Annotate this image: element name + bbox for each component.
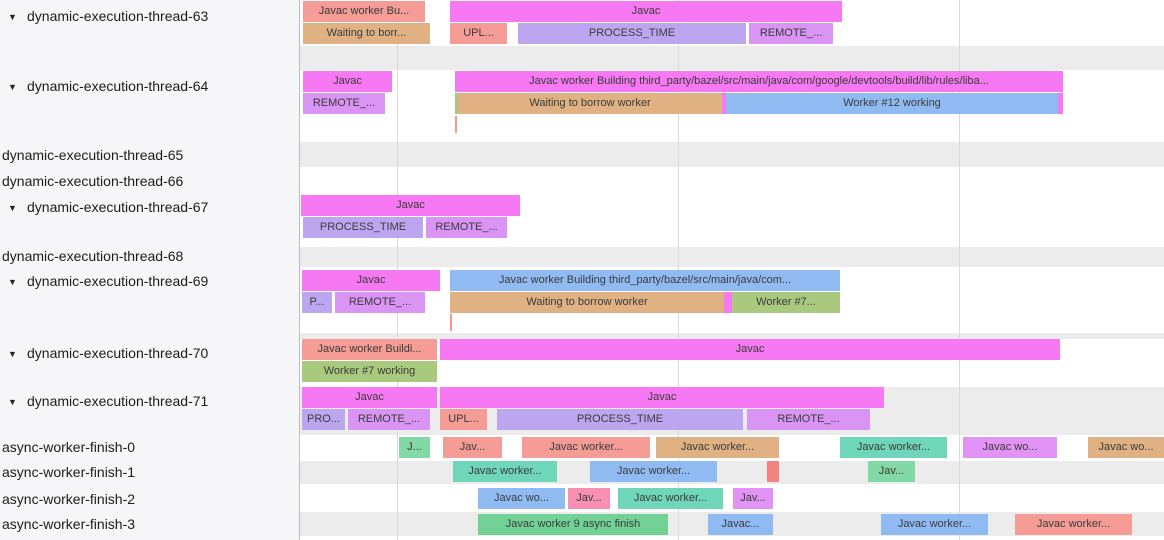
row-stripe: [300, 461, 1164, 484]
task-bar[interactable]: [1058, 93, 1063, 114]
task-bar[interactable]: Jav...: [733, 488, 773, 509]
thread-row-label: dynamic-execution-thread-67: [27, 199, 209, 215]
task-bar[interactable]: Javac: [301, 195, 520, 216]
task-bar[interactable]: Worker #7...: [732, 292, 840, 313]
task-bar[interactable]: PROCESS_TIME: [497, 409, 743, 430]
thread-row-dynamic-execution-thread-66: dynamic-execution-thread-66: [0, 171, 183, 191]
task-bar[interactable]: [767, 461, 779, 482]
task-bar[interactable]: Javac wo...: [478, 488, 565, 509]
task-bar[interactable]: Jav...: [568, 488, 610, 509]
task-bar[interactable]: Waiting to borrow worker: [458, 93, 722, 114]
thread-row-label: async-worker-finish-3: [2, 516, 136, 532]
task-bar[interactable]: Javac worker...: [840, 437, 947, 458]
task-bar[interactable]: Javac wo...: [1088, 437, 1164, 458]
task-bar[interactable]: Javac: [450, 1, 842, 22]
task-bar[interactable]: [455, 93, 458, 114]
task-bar[interactable]: UPL...: [440, 409, 487, 430]
task-bar[interactable]: Javac worker...: [656, 437, 779, 458]
thread-row-dynamic-execution-thread-65: dynamic-execution-thread-65: [0, 145, 183, 165]
task-bar[interactable]: [722, 93, 726, 114]
task-bar[interactable]: PROCESS_TIME: [518, 23, 746, 44]
thread-row-label: dynamic-execution-thread-70: [27, 345, 209, 361]
task-bar[interactable]: Worker #12 working: [726, 93, 1058, 114]
task-bar[interactable]: REMOTE_...: [747, 409, 870, 430]
thread-row-label: async-worker-finish-2: [2, 491, 136, 507]
task-bar[interactable]: Javac worker 9 async finish: [478, 514, 668, 535]
task-bar[interactable]: J...: [399, 437, 430, 458]
thread-row-label: dynamic-execution-thread-68: [2, 248, 184, 264]
thread-row-label: dynamic-execution-thread-66: [2, 173, 184, 189]
thread-row-label: dynamic-execution-thread-65: [2, 147, 184, 163]
row-stripe: [300, 142, 1164, 167]
task-bar[interactable]: P...: [302, 292, 332, 313]
task-bar[interactable]: Jav...: [443, 437, 502, 458]
thread-row-label: dynamic-execution-thread-64: [27, 78, 209, 94]
task-bar[interactable]: Javac worker...: [618, 488, 723, 509]
time-gridline: [959, 0, 960, 540]
task-bar[interactable]: Javac worker...: [1015, 514, 1132, 535]
task-bar[interactable]: Javac: [303, 71, 392, 92]
thread-row-dynamic-execution-thread-63[interactable]: ▼ dynamic-execution-thread-63: [0, 6, 208, 26]
task-bar[interactable]: Javac wo...: [963, 437, 1057, 458]
task-bar[interactable]: PROCESS_TIME: [303, 217, 423, 238]
thread-row-dynamic-execution-thread-68: dynamic-execution-thread-68: [0, 246, 183, 266]
thread-row-async-worker-finish-0: async-worker-finish-0: [0, 437, 135, 457]
thread-row-label: async-worker-finish-0: [2, 439, 136, 455]
task-bar[interactable]: Javac: [302, 387, 437, 408]
task-bar[interactable]: PRO...: [302, 409, 345, 430]
task-bar[interactable]: Javac worker Bu...: [303, 1, 425, 22]
thread-row-label: dynamic-execution-thread-63: [27, 8, 209, 24]
task-bar[interactable]: Javac worker...: [522, 437, 650, 458]
expander-triangle-icon[interactable]: ▼: [8, 203, 17, 213]
task-bar[interactable]: Javac worker Buildi...: [302, 339, 437, 360]
task-bar[interactable]: UPL...: [450, 23, 507, 44]
thread-row-dynamic-execution-thread-69[interactable]: ▼ dynamic-execution-thread-69: [0, 271, 208, 291]
task-bar[interactable]: Javac: [440, 339, 1060, 360]
task-bar[interactable]: Worker #7 working: [302, 361, 437, 382]
thread-sidebar: ▼ dynamic-execution-thread-63 ▼ dynamic-exe…: [0, 0, 300, 540]
task-bar[interactable]: Javac worker Building third_party/bazel/…: [450, 270, 840, 291]
expander-triangle-icon[interactable]: ▼: [8, 349, 17, 359]
thread-row-label: dynamic-execution-thread-71: [27, 393, 209, 409]
row-stripe: [300, 46, 1164, 70]
flow-tick: [455, 116, 457, 133]
thread-row-async-worker-finish-3: async-worker-finish-3: [0, 514, 135, 534]
expander-triangle-icon[interactable]: ▼: [8, 82, 17, 92]
thread-row-label: async-worker-finish-1: [2, 464, 136, 480]
task-bar[interactable]: REMOTE_...: [426, 217, 507, 238]
task-bar[interactable]: REMOTE_...: [348, 409, 430, 430]
expander-triangle-icon[interactable]: ▼: [8, 12, 17, 22]
thread-row-label: dynamic-execution-thread-69: [27, 273, 209, 289]
task-bar[interactable]: REMOTE_...: [335, 292, 425, 313]
row-stripe: [300, 333, 1164, 339]
task-bar[interactable]: Waiting to borr...: [303, 23, 430, 44]
task-bar[interactable]: Javac worker Building third_party/bazel/…: [455, 71, 1063, 92]
thread-row-dynamic-execution-thread-71[interactable]: ▼ dynamic-execution-thread-71: [0, 391, 208, 411]
thread-row-async-worker-finish-2: async-worker-finish-2: [0, 489, 135, 509]
thread-row-async-worker-finish-1: async-worker-finish-1: [0, 462, 135, 482]
thread-row-dynamic-execution-thread-70[interactable]: ▼ dynamic-execution-thread-70: [0, 343, 208, 363]
task-bar[interactable]: Javac...: [708, 514, 773, 535]
task-bar[interactable]: Javac worker...: [590, 461, 717, 482]
thread-row-dynamic-execution-thread-64[interactable]: ▼ dynamic-execution-thread-64: [0, 76, 208, 96]
task-bar[interactable]: Javac: [440, 387, 884, 408]
row-stripe: [300, 247, 1164, 267]
task-bar[interactable]: Jav...: [868, 461, 915, 482]
task-bar[interactable]: Javac worker...: [881, 514, 988, 535]
task-bar[interactable]: Javac worker...: [453, 461, 557, 482]
flow-tick: [450, 314, 452, 331]
thread-row-dynamic-execution-thread-67[interactable]: ▼ dynamic-execution-thread-67: [0, 197, 208, 217]
task-bar[interactable]: REMOTE_...: [749, 23, 833, 44]
task-bar[interactable]: Waiting to borrow worker: [450, 292, 724, 313]
expander-triangle-icon[interactable]: ▼: [8, 277, 17, 287]
expander-triangle-icon[interactable]: ▼: [8, 397, 17, 407]
task-bar[interactable]: Javac: [302, 270, 440, 291]
task-bar[interactable]: REMOTE_...: [303, 93, 385, 114]
task-bar[interactable]: [724, 292, 732, 313]
